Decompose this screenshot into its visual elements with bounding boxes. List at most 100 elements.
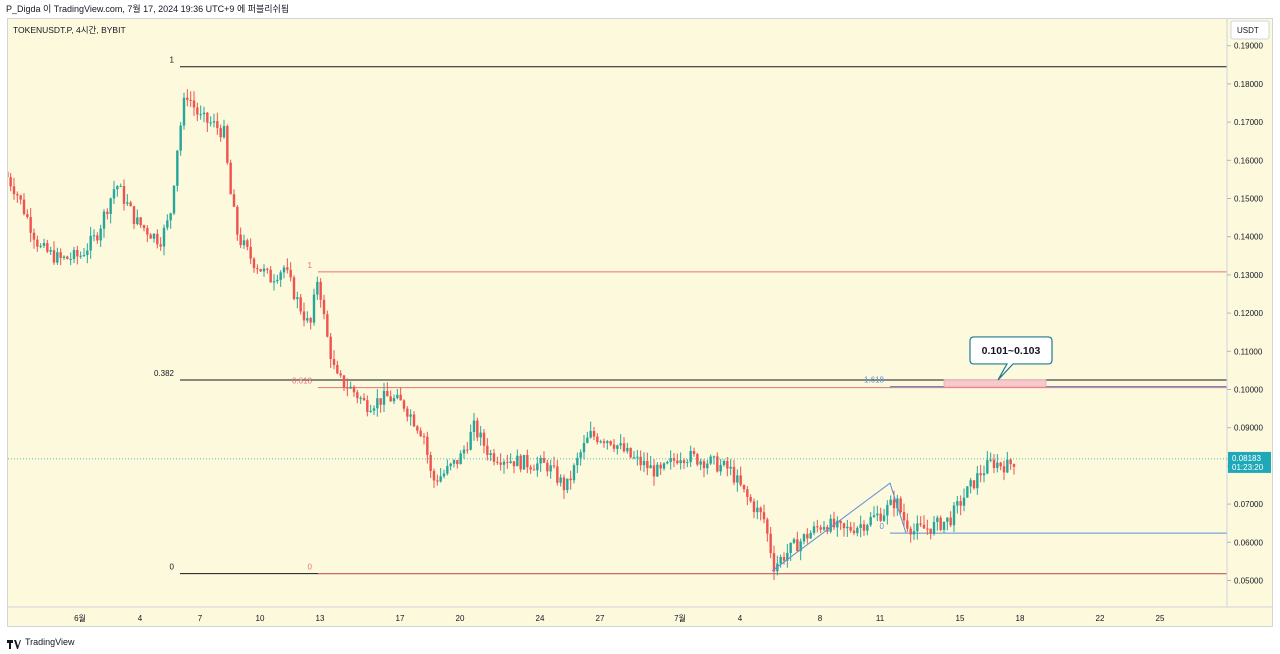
candle-body (989, 459, 992, 461)
candle-body (52, 250, 56, 263)
candle-body (979, 473, 982, 476)
candle-body (39, 245, 42, 247)
candle-body (612, 444, 616, 449)
chart-background (8, 19, 1272, 626)
candle-body (312, 294, 316, 323)
candle-body (552, 465, 556, 467)
price-tick-label: 0.16000 (1234, 156, 1263, 165)
candle-body (239, 234, 242, 246)
candle-body (812, 526, 816, 533)
candle-body (466, 449, 469, 451)
candle-body (569, 478, 572, 481)
candle-body (729, 466, 732, 469)
candle-body (149, 234, 152, 239)
candle-body (752, 501, 756, 513)
candle-body (242, 240, 246, 246)
candle-body (412, 414, 416, 427)
time-tick-label: 17 (396, 614, 405, 623)
candle-body (736, 475, 739, 483)
candle-body (879, 513, 882, 521)
candle-body (536, 463, 539, 471)
candle-body (919, 523, 922, 525)
candle-body (159, 244, 162, 247)
candle-body (256, 268, 259, 270)
price-unit-label: USDT (1237, 26, 1259, 35)
candle-body (446, 466, 449, 474)
candle-body (592, 431, 596, 437)
target-zone-layer[interactable] (943, 379, 1047, 388)
candle-body (249, 246, 252, 259)
candle-body (902, 512, 906, 521)
candle-body (282, 267, 286, 273)
candle-body (876, 513, 879, 516)
fib-blue-level-label: 0 (880, 522, 885, 531)
candle-body (182, 97, 186, 126)
candle-body (406, 408, 409, 417)
candle-body (362, 397, 366, 401)
candle-body (842, 523, 846, 529)
callout-layer[interactable]: 0.101~0.103 (969, 336, 1053, 381)
price-tick-label: 0.18000 (1234, 80, 1263, 89)
candle-body (352, 386, 356, 393)
candle-body (839, 520, 842, 524)
candle-body (682, 460, 686, 464)
candle-body (622, 443, 626, 452)
price-axis[interactable]: USDT 0.19000 0.18000 0.17000 0.16000 0.15000 0… (8, 19, 1271, 607)
candle-body (832, 518, 836, 528)
candle-body (319, 281, 322, 300)
candle-body (516, 455, 519, 467)
candle-body (792, 539, 796, 543)
chart-panel[interactable]: 1 0.382 0 1 0.618 0 1.618 0 0.101~0.103 USDT 0.1… (6, 18, 1273, 627)
candle-body (676, 460, 679, 464)
candle-body (939, 517, 942, 530)
trend-line-layer[interactable] (771, 482, 907, 572)
fib-red: 1 0.618 0 (292, 261, 1227, 575)
candle-body (189, 99, 192, 101)
candle-body (689, 451, 692, 463)
candle-body (656, 464, 659, 477)
current-price-countdown: 01:23:20 (1232, 463, 1264, 472)
candle-body (66, 256, 69, 259)
time-tick-label: 22 (1096, 614, 1105, 623)
candle-body (169, 213, 172, 221)
candle-body (389, 396, 392, 402)
candle-body (949, 517, 952, 526)
price-chart[interactable]: 1 0.382 0 1 0.618 0 1.618 0 0.101~0.103 USDT 0.1… (6, 19, 1272, 626)
candle-body (982, 473, 986, 476)
candle-body (379, 398, 382, 405)
tradingview-footer[interactable]: TradingView (7, 634, 75, 650)
candle-body (79, 255, 82, 257)
candle-body (356, 392, 359, 399)
candle-body (286, 267, 289, 270)
candle-body (316, 281, 319, 295)
candle-body (456, 460, 459, 465)
current-price-badge (1228, 451, 1271, 473)
fib-black-level-label: 1 (170, 56, 175, 65)
candle-body (572, 465, 576, 481)
candle-body (929, 528, 932, 534)
candle-body (709, 456, 712, 464)
candle-body (92, 235, 96, 237)
candle-body (49, 250, 52, 252)
candle-body (502, 461, 506, 465)
candle-body (652, 465, 656, 477)
candle-body (459, 453, 462, 465)
candle-body (492, 453, 496, 462)
candle-body (62, 256, 66, 258)
candle-body (696, 453, 699, 465)
candle-body (162, 227, 166, 247)
price-tick-label: 0.15000 (1234, 195, 1263, 204)
candle-body (336, 364, 339, 374)
candle-body (376, 398, 379, 409)
candle-body (436, 480, 439, 482)
time-tick-label: 25 (1156, 614, 1165, 623)
candle-body (522, 455, 526, 470)
callout-text: 0.101~0.103 (982, 345, 1041, 357)
time-axis[interactable]: 6월 4 7 10 13 17 20 24 27 7월 4 8 11 15 18 22 25 (8, 606, 1272, 623)
candle-body (942, 521, 946, 530)
candle-body (1006, 459, 1009, 473)
candle-body (266, 268, 269, 270)
candle-body (6, 171, 9, 178)
price-tick-label: 0.06000 (1234, 538, 1263, 547)
candle-body (139, 217, 142, 226)
